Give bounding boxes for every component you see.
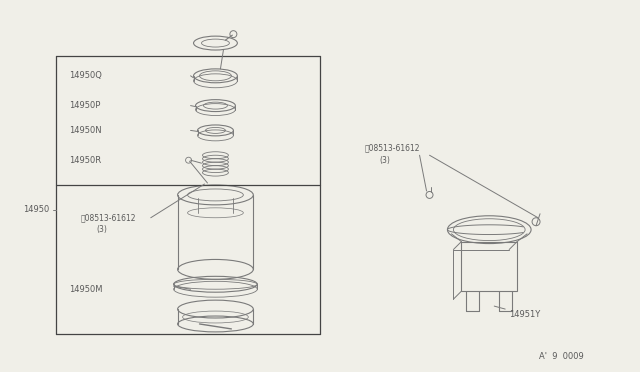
Text: (3): (3) — [96, 225, 107, 234]
Text: 14950Q: 14950Q — [69, 71, 102, 80]
Text: 14950M: 14950M — [69, 285, 102, 294]
Text: 14950N: 14950N — [69, 126, 102, 135]
Text: 14950P: 14950P — [69, 101, 100, 110]
Text: (3): (3) — [380, 156, 390, 165]
Text: 14950: 14950 — [23, 205, 49, 214]
Text: Ⓝ08513-61612: Ⓝ08513-61612 — [81, 213, 136, 222]
Text: 14950R: 14950R — [69, 156, 101, 165]
Text: 14951Y: 14951Y — [509, 310, 540, 318]
Bar — [461, 241, 517, 291]
Text: A'  9  0009: A' 9 0009 — [539, 352, 584, 361]
Text: Ⓝ08513-61612: Ⓝ08513-61612 — [365, 144, 420, 153]
